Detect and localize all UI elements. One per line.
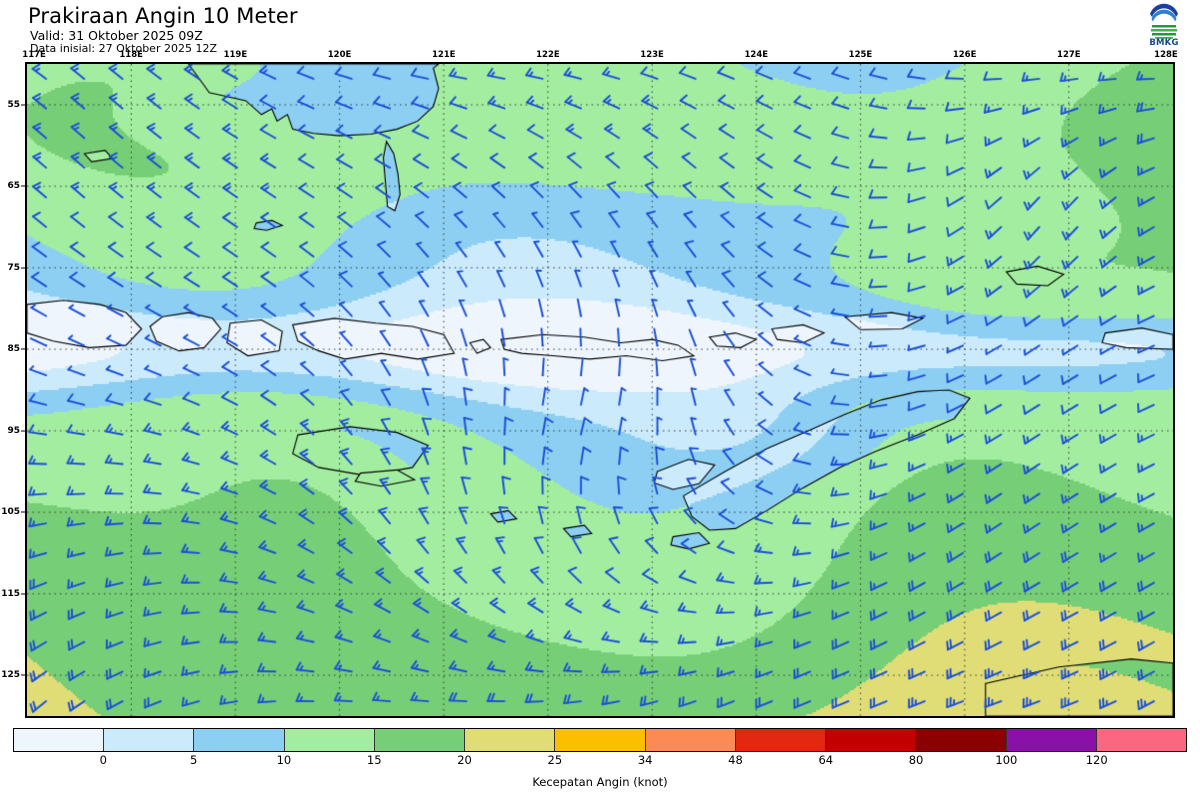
lat-tick-label: 75 (7, 262, 20, 273)
lat-tick-label: 65 (7, 181, 20, 192)
colorbar-segment (916, 729, 1007, 751)
lat-tick-mark (21, 348, 27, 350)
colorbar[interactable] (13, 728, 1187, 752)
colorbar-segment (14, 729, 105, 751)
bmkg-logo-icon (1143, 2, 1185, 50)
lon-tick-label: 124E (744, 50, 769, 60)
lon-tick-label: 122E (536, 50, 560, 60)
colorbar-tick-label: 80 (908, 753, 924, 767)
lat-tick-mark (21, 104, 27, 106)
lat-tick-mark (21, 593, 27, 595)
colorbar-segment (194, 729, 285, 751)
lat-tick-label: 85 (7, 344, 20, 355)
colorbar-tick-label: 64 (818, 753, 834, 767)
colorbar-tick-label: 25 (547, 753, 563, 767)
colorbar-tick-label: 10 (276, 753, 292, 767)
colorbar-tick-label: 120 (1085, 753, 1108, 767)
lat-tick-label: 95 (7, 425, 20, 436)
colorbar-segment (826, 729, 917, 751)
lon-tick-label: 126E (952, 50, 977, 60)
colorbar-ticks: 0 5 10 15 20 25 34 48 64 80 100 120 (13, 753, 1187, 769)
lon-tick-label: 121E (431, 50, 456, 60)
lat-tick-mark (21, 430, 27, 432)
lon-tick-label: 119E (223, 50, 248, 60)
colorbar-title: Kecepatan Angin (knot) (532, 775, 668, 789)
colorbar-tick-label: 20 (457, 753, 472, 767)
lon-tick-label: 128E (1154, 50, 1178, 60)
colorbar-segment (465, 729, 556, 751)
page-title: Prakiraan Angin 10 Meter (28, 4, 298, 28)
colorbar-segment (104, 729, 195, 751)
colorbar-segment (1006, 729, 1097, 751)
lon-tick-label: 117E (22, 50, 46, 60)
colorbar-segment (645, 729, 736, 751)
lon-tick-label: 125E (848, 50, 873, 60)
colorbar-segment (555, 729, 646, 751)
colorbar-tick-label: 34 (637, 753, 653, 767)
lat-tick-label: 105 (1, 507, 20, 518)
colorbar-segment (374, 729, 466, 751)
colorbar-segment (735, 729, 827, 751)
lat-tick-mark (21, 511, 27, 513)
lat-tick-mark (21, 267, 27, 269)
colorbar-tick-label: 15 (366, 753, 382, 767)
lat-tick-mark (21, 674, 27, 676)
colorbar-tick-label: 100 (995, 753, 1018, 767)
lon-tick-label: 120E (327, 50, 352, 60)
lat-tick-label: 55 (7, 99, 20, 110)
lat-tick-label: 115 (1, 588, 20, 599)
lat-tick-label: 125 (1, 670, 20, 681)
valid-time-label: Valid: 31 Oktober 2025 09Z (30, 28, 203, 43)
colorbar-segment (284, 729, 375, 751)
lon-tick-label: 123E (640, 50, 664, 60)
lon-tick-label: 127E (1057, 50, 1081, 60)
colorbar-segment (1096, 729, 1187, 751)
lat-tick-mark (21, 185, 27, 187)
bmkg-logo-label: BMKG (1149, 38, 1179, 48)
colorbar-tick-label: 5 (189, 753, 198, 767)
wind-map[interactable]: Sumber Data: WRF - CIPS BMKG Pusat Meteo… (25, 62, 1175, 718)
lon-tick-label: 118E (119, 50, 143, 60)
colorbar-tick-label: 0 (99, 753, 107, 767)
data-initial-label: Data inisial: 27 Oktober 2025 12Z (30, 42, 217, 55)
colorbar-tick-label: 48 (728, 753, 743, 767)
wind-map-canvas (27, 64, 1173, 716)
